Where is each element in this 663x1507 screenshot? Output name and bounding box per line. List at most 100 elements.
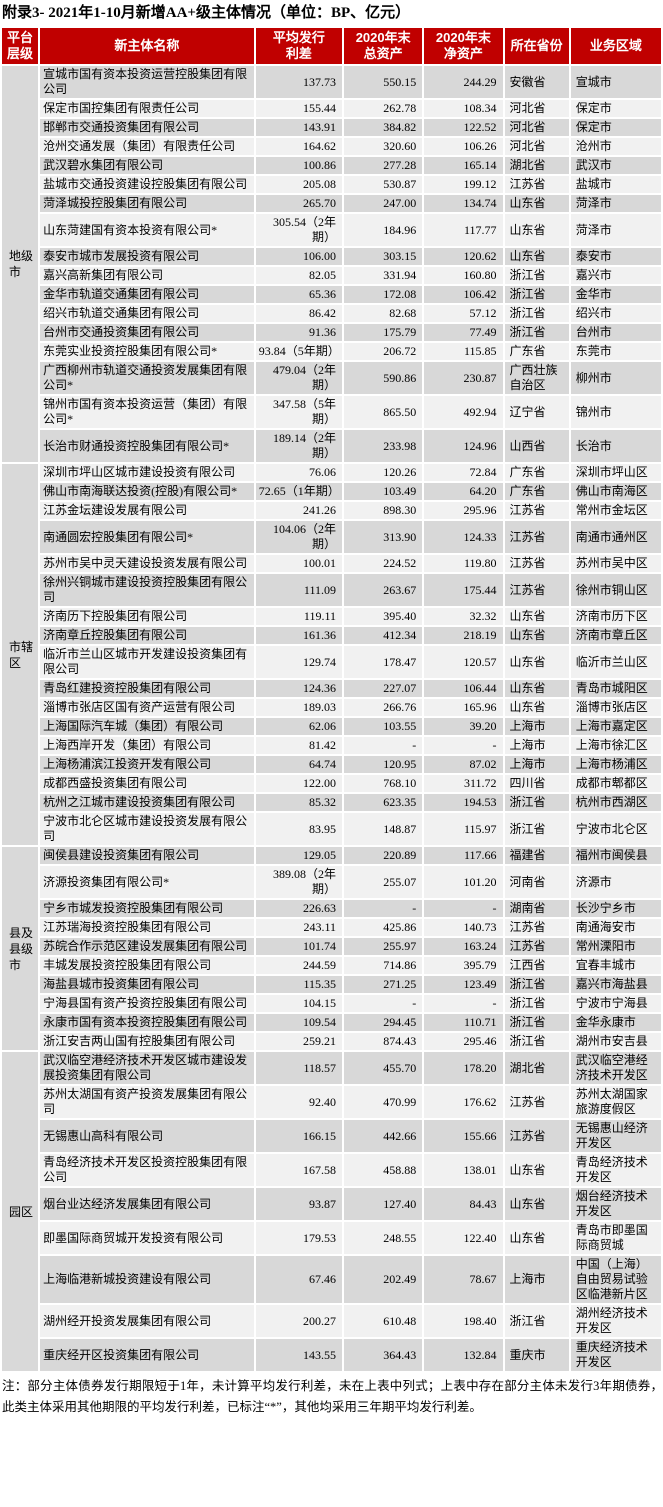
cell-region: 台州市	[570, 324, 661, 341]
column-header-line: 净资产	[443, 46, 483, 61]
cell-entity-name: 青岛经济技术开发区投资控股集团有限公司	[40, 1154, 254, 1186]
cell-total-assets: 874.43	[344, 1033, 423, 1050]
table-row: 江苏瑞海投资控股集团有限公司 243.11 425.86 140.73 江苏省 南通海安市	[2, 919, 661, 936]
cell-avg-spread: 205.08	[255, 176, 343, 193]
cell-entity-name: 泰安市城市发展投资有限公司	[40, 248, 254, 265]
column-header-line: 层级	[7, 46, 34, 61]
table-row: 南通圆宏控股集团有限公司* 104.06（2年期） 313.90 124.33 江苏省南…	[2, 521, 661, 553]
cell-avg-spread: 91.36	[255, 324, 343, 341]
cell-entity-name: 宁乡市城发投资控股集团有限公司	[40, 900, 254, 917]
cell-province: 河南省	[504, 866, 569, 898]
cell-avg-spread: 166.15	[255, 1120, 343, 1152]
cell-region: 南通海安市	[570, 919, 661, 936]
cell-entity-name: 广西柳州市轨道交通投资发展集团有限公司*	[40, 362, 254, 394]
cell-region: 佛山市南海区	[570, 483, 661, 500]
page-title: 附录3- 2021年1-10月新增AA+级主体情况（单位：BP、亿元）	[2, 5, 411, 21]
table-row: 市辖区深圳市坪山区城市建设投资有限公司 76.06 120.26 72.84 广东省 深圳…	[2, 464, 661, 845]
cell-total-assets: 623.35	[344, 794, 423, 811]
cell-avg-spread: 92.40	[255, 1086, 343, 1118]
cell-entity-name: 浙江安吉两山国有控股集团有限公司	[40, 1033, 254, 1050]
cell-total-assets: 178.47	[344, 646, 423, 678]
table-row: 锦州市国有资本投资运营（集团）有限公司* 347.58（5年期） 865.50 492…	[2, 396, 661, 428]
table-row: 苏州太湖国有资产投资发展集团有限公司 92.40 470.99 176.62 江苏省 苏州…	[2, 1086, 661, 1118]
cell-province: 浙江省	[504, 813, 569, 845]
cell-province: 浙江省	[504, 286, 569, 303]
cell-avg-spread: 119.11	[255, 608, 343, 625]
table-row: 县及县级市闽侯县建设投资集团有限公司 129.05 220.89 117.66 福建省福…	[2, 847, 661, 1050]
cell-region: 无锡惠山经济开发区	[570, 1120, 661, 1152]
cell-region: 金华市	[570, 286, 661, 303]
table-row: 台州市交通投资集团有限公司 91.36 175.79 77.49 浙江省 台州市	[2, 324, 661, 341]
cell-avg-spread: 244.59	[255, 957, 343, 974]
table-row: 园区 武汉临空港经济技术开发区城市建设发展投资集团有限公司 118.57 455.70…	[2, 1052, 661, 1371]
cell-entity-name: 沧州交通发展（集团）有限责任公司	[40, 138, 254, 155]
cell-net-assets: 295.46	[424, 1033, 503, 1050]
cell-province: 江西省	[504, 957, 569, 974]
cell-province: 山东省	[504, 680, 569, 697]
cell-entity-name: 湖州经开投资发展集团有限公司	[40, 1305, 254, 1337]
cell-region: 徐州市铜山区	[570, 574, 661, 606]
cell-entity-name: 上海临港新城投资建设有限公司	[40, 1256, 254, 1303]
cell-avg-spread: 81.42	[255, 737, 343, 754]
cell-total-assets: 247.00	[344, 195, 423, 212]
cell-total-assets: 184.96	[344, 214, 423, 246]
cell-avg-spread: 189.14（2年期）	[255, 430, 343, 462]
cell-total-assets: 277.28	[344, 157, 423, 174]
cell-entity-name: 台州市交通投资集团有限公司	[40, 324, 254, 341]
cell-province: 江苏省	[504, 1086, 569, 1118]
cell-net-assets: 110.71	[424, 1014, 503, 1031]
cell-region: 上海市杨浦区	[570, 756, 661, 773]
cell-total-assets: 227.07	[344, 680, 423, 697]
table-header: 平台 层级 新主体名称 平均发行 利差 2020年末 总资产 2020年末 净资产 所在省份 业务区…	[2, 28, 661, 64]
platform-level-cell: 地级市	[2, 66, 39, 462]
cell-region: 青岛经济技术开发区	[570, 1154, 661, 1186]
cell-total-assets: 458.88	[344, 1154, 423, 1186]
cell-entity-name: 山东菏建国有资本投资有限公司*	[40, 214, 254, 246]
table-row: 淄博市张店区国有资产运营有限公司 189.03 266.76 165.96 山东省 淄博市…	[2, 699, 661, 716]
column-header-avg_spread: 平均发行 利差	[255, 28, 343, 64]
cell-total-assets: 898.30	[344, 502, 423, 519]
column-header-line: 业务区域	[589, 38, 642, 53]
platform-level-char: 辖	[21, 639, 34, 654]
column-header-region: 业务区域	[570, 28, 661, 64]
cell-net-assets: 163.24	[424, 938, 503, 955]
cell-avg-spread: 167.58	[255, 1154, 343, 1186]
cell-entity-name: 闽侯县建设投资集团有限公司	[40, 847, 254, 864]
table-row: 苏州市吴中灵天建设投资发展有限公司 100.01 224.52 119.80 江苏省 苏州…	[2, 555, 661, 572]
cell-province: 浙江省	[504, 976, 569, 993]
cell-province: 山东省	[504, 608, 569, 625]
cell-avg-spread: 85.32	[255, 794, 343, 811]
cell-net-assets: 122.40	[424, 1222, 503, 1254]
cell-region: 常州溧阳市	[570, 938, 661, 955]
cell-entity-name: 杭州之江城市建设投资集团有限公司	[40, 794, 254, 811]
cell-avg-spread: 115.35	[255, 976, 343, 993]
cell-province: 山东省	[504, 1188, 569, 1220]
cell-province: 浙江省	[504, 324, 569, 341]
cell-entity-name: 苏皖合作示范区建设发展集团有限公司	[40, 938, 254, 955]
platform-level-char: 县	[9, 941, 22, 956]
cell-region: 菏泽市	[570, 195, 661, 212]
cell-region: 锦州市	[570, 396, 661, 428]
cell-entity-name: 邯郸市交通投资集团有限公司	[40, 119, 254, 136]
cell-avg-spread: 347.58（5年期）	[255, 396, 343, 428]
cell-total-assets: 202.49	[344, 1256, 423, 1303]
cell-total-assets: 714.86	[344, 957, 423, 974]
cell-net-assets: 155.66	[424, 1120, 503, 1152]
platform-level-char: 级	[21, 249, 34, 263]
table-row: 盐城市交通投资建设控股集团有限公司 205.08 530.87 199.12 江苏省 盐城…	[2, 176, 661, 193]
column-header-line: 新主体名称	[114, 38, 180, 53]
cell-avg-spread: 143.91	[255, 119, 343, 136]
cell-region: 盐城市	[570, 176, 661, 193]
cell-avg-spread: 164.62	[255, 138, 343, 155]
table-row: 武汉碧水集团有限公司 100.86 277.28 165.14 湖北省 武汉市	[2, 157, 661, 174]
cell-entity-name: 永康市国有资本投资控股集团有限公司	[40, 1014, 254, 1031]
cell-net-assets: -	[424, 995, 503, 1012]
cell-region: 金华永康市	[570, 1014, 661, 1031]
cell-net-assets: 32.32	[424, 608, 503, 625]
cell-net-assets: 117.66	[424, 847, 503, 864]
cell-total-assets: 82.68	[344, 305, 423, 322]
platform-level-line: 地级	[9, 248, 34, 264]
table-row: 广西柳州市轨道交通投资发展集团有限公司* 479.04（2年期） 590.86 230…	[2, 362, 661, 394]
cell-province: 山东省	[504, 627, 569, 644]
cell-total-assets: 768.10	[344, 775, 423, 792]
